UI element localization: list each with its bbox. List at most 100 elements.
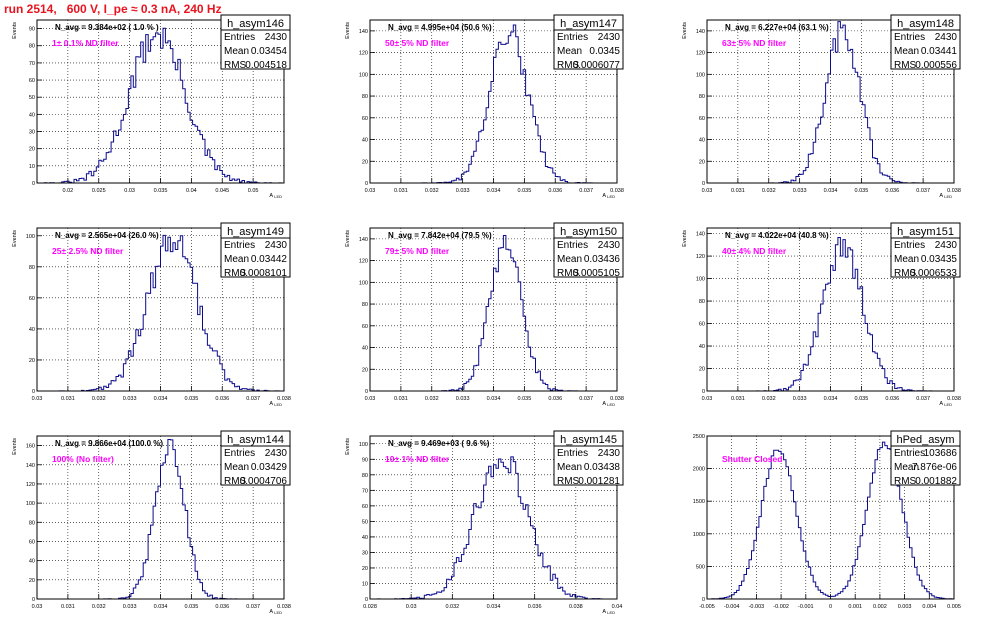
x-tick-label: 0.038 <box>947 188 961 194</box>
x-axis-label-sub: LED <box>607 402 615 407</box>
y-tick-label: 10 <box>362 581 368 587</box>
stats-label-mean: Mean <box>224 46 249 57</box>
x-tick-label: 0.034 <box>487 188 501 194</box>
x-tick-label: 0.032 <box>92 396 106 402</box>
x-tick-label: -0.004 <box>724 604 740 610</box>
x-tick-label: 0.03 <box>365 396 376 402</box>
y-tick-label: 80 <box>362 473 368 479</box>
y-tick-label: 0 <box>702 389 705 395</box>
y-tick-label: 140 <box>359 29 368 35</box>
x-tick-label: 0.031 <box>394 396 408 402</box>
x-tick-label: 0.038 <box>610 188 624 194</box>
x-tick-label: 0.037 <box>916 188 930 194</box>
x-tick-label: 0.003 <box>898 604 912 610</box>
stats-title: hPed_asym <box>896 434 954 446</box>
stats-value-entries: 2430 <box>598 448 621 459</box>
y-tick-label: 20 <box>29 578 35 584</box>
stats-box <box>890 222 961 278</box>
x-tick-label: 0.037 <box>916 396 930 402</box>
y-tick-label: 2500 <box>693 434 705 440</box>
stats-title: h_asym149 <box>227 226 284 238</box>
x-tick-label: -0.005 <box>699 604 715 610</box>
y-tick-label: 100 <box>359 280 368 286</box>
histogram-panel-h_asym144: 0.03 0.031 0.032 0.033 0.034 0.035 0.036 0.037 0… <box>12 430 291 615</box>
x-tick-label: 0.002 <box>873 604 887 610</box>
y-tick-label: 40 <box>362 535 368 541</box>
x-tick-label: 0.04 <box>612 604 623 610</box>
x-axis-label: A LED <box>939 193 952 199</box>
n-avg-header: N_avg = 9.866e+04 (100.0 %) <box>55 439 163 448</box>
y-tick-label: 0 <box>32 389 35 395</box>
y-tick-label: 60 <box>362 116 368 122</box>
y-tick-label: 1500 <box>693 499 705 505</box>
y-tick-label: 40 <box>362 346 368 352</box>
stats-title: h_asym151 <box>897 226 954 238</box>
stats-value-rms: 0.0006077 <box>573 60 621 71</box>
histogram-panel-hPed_asym: -0.005 -0.004 -0.003 -0.002 -0.001 0 0.001 0.00… <box>693 430 961 610</box>
stats-box <box>553 430 624 486</box>
y-tick-label: 20 <box>29 358 35 364</box>
stats-label-entries: Entries <box>224 448 255 459</box>
stats-label-entries: Entries <box>557 448 588 459</box>
stats-value-mean: 0.03429 <box>251 462 288 473</box>
x-tick-label: 0.033 <box>456 396 470 402</box>
x-axis-label: A LED <box>269 401 282 407</box>
stats-label-rms: RMS <box>224 476 247 487</box>
y-axis-label: Events <box>345 438 351 455</box>
stats-label-entries: Entries <box>894 32 925 43</box>
filter-annotation: 25± 2.5% ND filter <box>52 246 124 256</box>
x-tick-label: 0.031 <box>61 396 75 402</box>
y-tick-label: 80 <box>699 299 705 305</box>
x-tick-label: 0.03 <box>702 188 713 194</box>
y-tick-label: 120 <box>696 51 705 57</box>
y-axis-label: Events <box>345 230 351 247</box>
y-tick-label: 80 <box>29 265 35 271</box>
histogram-panel-h_asym146: 0.02 0.025 0.03 0.035 0.04 0.045 0.05 0 10 20 30 40… <box>12 14 291 199</box>
y-tick-label: 40 <box>29 559 35 565</box>
x-tick-label: 0.035 <box>184 396 198 402</box>
x-tick-label: 0.037 <box>246 604 260 610</box>
x-tick-label: 0.031 <box>731 188 745 194</box>
x-tick-label: 0.033 <box>793 188 807 194</box>
n-avg-header: N_avg = 6.227e+04 (63.1 %) <box>725 23 829 32</box>
stats-title: h_asym146 <box>227 18 284 30</box>
x-tick-label: 0.03 <box>124 188 135 194</box>
stats-label-rms: RMS <box>224 60 247 71</box>
histogram-panel-h_asym150: 0.03 0.031 0.032 0.033 0.034 0.035 0.036 0.037 0… <box>345 222 624 407</box>
y-tick-label: 10 <box>29 164 35 170</box>
x-tick-label: 0 <box>829 604 832 610</box>
stats-value-entries: 2430 <box>265 32 288 43</box>
x-tick-label: 0.032 <box>425 188 439 194</box>
y-tick-label: 20 <box>29 147 35 153</box>
y-axis-label: Events <box>12 22 18 39</box>
x-tick-label: 0.04 <box>186 188 197 194</box>
x-tick-label: 0.033 <box>793 396 807 402</box>
y-tick-label: 1000 <box>693 532 705 538</box>
stats-value-rms: 0.0006533 <box>910 268 958 279</box>
stats-title: h_asym150 <box>560 226 617 238</box>
histogram-panel-h_asym151: 0.03 0.031 0.032 0.033 0.034 0.035 0.036 0.037 0… <box>682 222 961 407</box>
y-tick-label: 70 <box>362 488 368 494</box>
x-tick-label: 0.036 <box>548 396 562 402</box>
stats-label-mean: Mean <box>894 46 919 57</box>
x-tick-label: 0.005 <box>947 604 961 610</box>
x-tick-label: 0.038 <box>610 396 624 402</box>
y-tick-label: 140 <box>696 232 705 238</box>
run-title: run 2514, 600 V, I_pe ≈ 0.3 nA, 240 Hz <box>4 2 222 16</box>
x-tick-label: 0.035 <box>517 396 531 402</box>
x-tick-label: 0.036 <box>215 604 229 610</box>
stats-box <box>220 14 291 70</box>
stats-label-entries: Entries <box>224 240 255 251</box>
stats-value-rms: 0.0005105 <box>573 268 621 279</box>
stats-label-mean: Mean <box>894 462 919 473</box>
x-tick-label: 0.025 <box>92 188 106 194</box>
stats-box <box>890 14 961 70</box>
stats-title: h_asym148 <box>897 18 954 30</box>
y-tick-label: 100 <box>26 234 35 240</box>
y-tick-label: 60 <box>699 322 705 328</box>
x-tick-label: -0.003 <box>749 604 765 610</box>
histogram-line <box>370 456 617 600</box>
x-axis-label-sub: LED <box>944 194 952 199</box>
y-tick-label: 100 <box>359 442 368 448</box>
n-avg-header: N_avg = 2.565e+04 (26.0 %) <box>55 231 159 240</box>
